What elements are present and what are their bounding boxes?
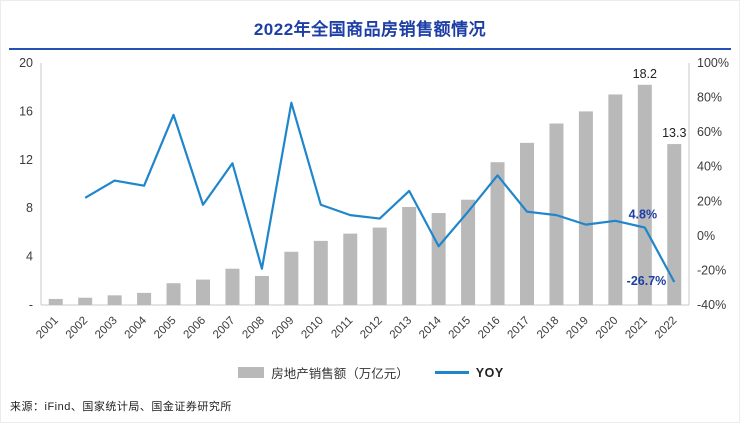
x-axis-tick-label: 2018 bbox=[535, 315, 562, 342]
x-axis-tick-label: 2006 bbox=[182, 315, 209, 342]
yoy-line bbox=[84, 101, 676, 283]
legend-item-line: YOY bbox=[434, 365, 504, 380]
source-note: 来源：iFind、国家统计局、国金证券研究所 bbox=[10, 401, 232, 413]
x-axis-tick-label: 2020 bbox=[594, 315, 621, 342]
sales-bar bbox=[225, 268, 240, 305]
right-axis-tick-label: -40% bbox=[697, 298, 726, 312]
sales-bar bbox=[166, 283, 181, 305]
x-axis-tick-label: 2017 bbox=[506, 315, 533, 342]
line-value-label: 4.8% bbox=[629, 208, 658, 222]
sales-bar bbox=[461, 199, 476, 305]
left-axis-tick-label: 12 bbox=[19, 153, 33, 167]
legend-item-bars: 房地产销售额（万亿元） bbox=[238, 363, 409, 382]
sales-bar bbox=[107, 295, 122, 305]
sales-bar bbox=[137, 292, 152, 305]
x-axis-tick-label: 2003 bbox=[93, 315, 120, 342]
bar-swatch-icon bbox=[238, 367, 265, 378]
x-axis-tick-label: 2007 bbox=[211, 315, 238, 342]
x-axis-tick-label: 2001 bbox=[34, 315, 61, 342]
right-axis-tick-label: 80% bbox=[697, 91, 722, 105]
title-divider bbox=[9, 48, 731, 50]
left-axis-tick-label: 8 bbox=[26, 201, 33, 215]
x-axis-tick-label: 2021 bbox=[623, 315, 650, 342]
x-axis-tick-label: 2022 bbox=[653, 315, 680, 342]
bar-value-label: 13.3 bbox=[662, 126, 686, 140]
sales-bar bbox=[402, 206, 417, 305]
x-axis-tick-label: 2016 bbox=[476, 315, 503, 342]
x-axis-tick-label: 2012 bbox=[358, 315, 385, 342]
left-axis-tick-label: - bbox=[29, 298, 33, 312]
sales-bar bbox=[313, 240, 328, 305]
right-axis-tick-label: 0% bbox=[697, 229, 715, 243]
sales-bar bbox=[284, 251, 299, 305]
right-axis-tick-label: 20% bbox=[697, 194, 722, 208]
sales-bar bbox=[48, 298, 63, 305]
right-axis-tick-label: -20% bbox=[697, 263, 726, 277]
sales-bar bbox=[578, 111, 593, 306]
sales-bar bbox=[431, 213, 446, 305]
sales-bar bbox=[78, 297, 93, 305]
x-axis-tick-label: 2005 bbox=[152, 315, 179, 342]
right-axis-tick-label: 40% bbox=[697, 160, 722, 174]
chart-legend: 房地产销售额（万亿元） YOY bbox=[1, 363, 739, 382]
line-value-label: -26.7% bbox=[627, 274, 667, 288]
left-axis-tick-label: 20 bbox=[19, 56, 33, 70]
legend-line-label: YOY bbox=[475, 365, 504, 380]
x-axis-tick-label: 2008 bbox=[240, 315, 267, 342]
x-axis-tick-label: 2019 bbox=[564, 315, 591, 342]
x-axis-tick-label: 2011 bbox=[329, 315, 355, 341]
x-axis-tick-label: 2014 bbox=[417, 314, 444, 341]
right-axis-tick-label: 100% bbox=[697, 56, 729, 70]
line-swatch-icon bbox=[434, 371, 469, 374]
x-axis-tick-label: 2002 bbox=[64, 315, 91, 342]
sales-bar bbox=[196, 279, 210, 305]
left-axis-tick-label: 4 bbox=[26, 250, 33, 264]
chart-title: 2022年全国商品房销售额情况 bbox=[253, 20, 487, 39]
sales-bar bbox=[608, 94, 623, 306]
sales-bar bbox=[667, 144, 682, 305]
x-axis-tick-label: 2009 bbox=[270, 315, 297, 342]
sales-bar bbox=[637, 84, 652, 305]
sales-bar bbox=[520, 142, 534, 305]
right-axis-tick-label: 60% bbox=[697, 125, 722, 139]
x-axis-tick-label: 2013 bbox=[388, 315, 415, 342]
sales-bar bbox=[343, 233, 358, 305]
sales-bar bbox=[490, 162, 505, 305]
sales-bar bbox=[254, 275, 269, 305]
x-axis-tick-label: 2010 bbox=[299, 315, 326, 342]
bar-value-label: 18.2 bbox=[633, 67, 657, 81]
x-axis-tick-label: 2015 bbox=[447, 315, 474, 342]
sales-bar bbox=[372, 227, 387, 305]
x-axis-tick-label: 2004 bbox=[123, 314, 150, 341]
left-axis-tick-label: 16 bbox=[19, 104, 33, 118]
legend-bar-label: 房地产销售额（万亿元） bbox=[271, 367, 409, 381]
chart-area: 20 16 12 8 4-100% 80% 60% 40% 20% 0% -20% -40% 2001 2… bbox=[1, 47, 739, 367]
